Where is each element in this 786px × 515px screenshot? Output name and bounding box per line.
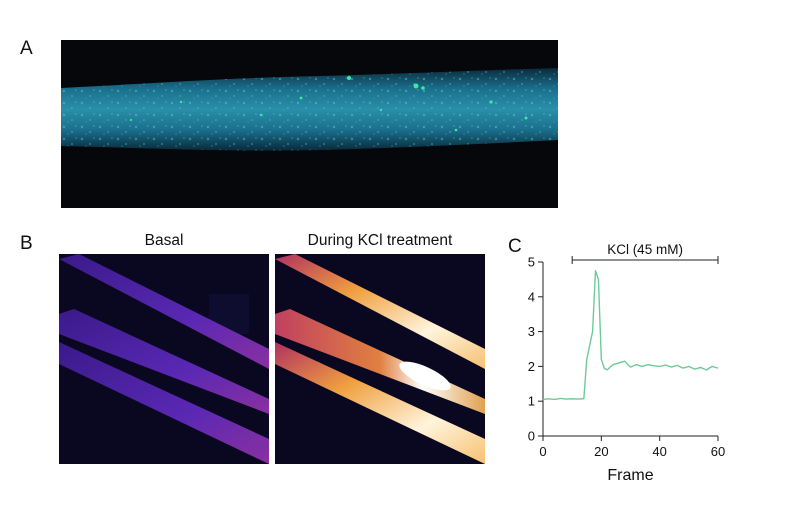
panel-a-micrograph — [61, 40, 558, 208]
series-group — [542, 270, 719, 401]
basal-micrograph — [59, 254, 269, 464]
x-tick-label: 40 — [652, 444, 666, 459]
kcl-annotation: KCl (45 mM) — [571, 242, 719, 264]
y-tick-label: 1 — [528, 394, 535, 409]
y-tick-label: 3 — [528, 324, 535, 339]
series-line — [542, 270, 719, 401]
basal-title: Basal — [144, 232, 184, 249]
x-tick-label: 0 — [539, 444, 546, 459]
x-tick-label: 20 — [594, 444, 608, 459]
x-axis: 0 20 40 60 — [539, 435, 725, 459]
y-tick-label: 2 — [528, 359, 535, 374]
x-tick-label: 60 — [711, 444, 725, 459]
y-tick-label: 4 — [528, 289, 535, 304]
panel-b-label: B — [20, 233, 33, 254]
panel-c-label: C — [508, 236, 522, 257]
kcl-annotation-label: KCl (45 mM) — [607, 242, 683, 257]
panel-a-label: A — [20, 38, 33, 59]
x-axis-label: Frame — [607, 467, 653, 484]
y-axis: 0 1 2 3 4 5 — [528, 255, 544, 444]
fluorescence-trace-chart: KCl (45 mM) 0 1 2 3 4 5 0 20 40 60 Frame — [528, 242, 725, 484]
kcl-treatment-title: During KCl treatment — [307, 232, 453, 249]
kcl-treatment-micrograph — [275, 254, 485, 464]
y-tick-label: 5 — [528, 255, 535, 270]
y-tick-label: 0 — [528, 429, 535, 444]
